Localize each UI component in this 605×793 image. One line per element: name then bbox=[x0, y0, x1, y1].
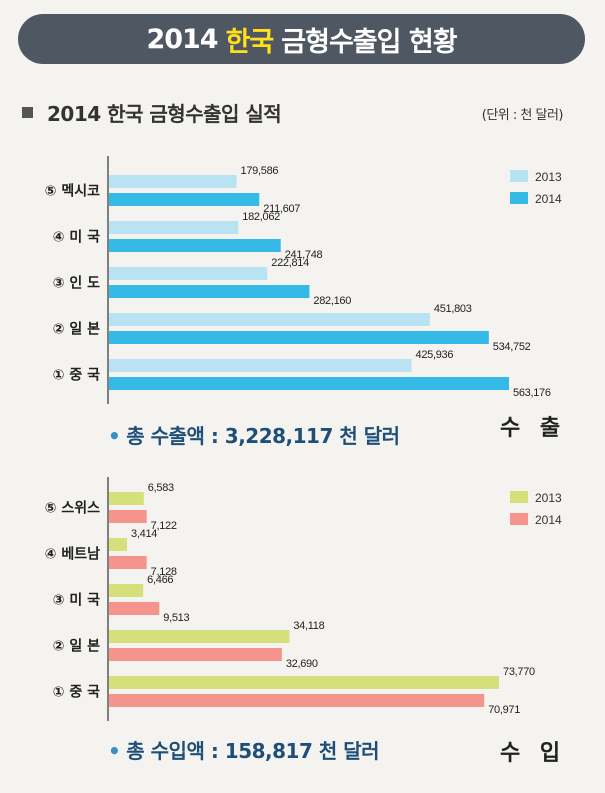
export-legend-label-2014: 2014 bbox=[535, 192, 562, 206]
import-category-label: ③ 미 국 bbox=[53, 593, 100, 609]
export-bar-2013 bbox=[109, 359, 412, 372]
export-bar-2013 bbox=[109, 221, 239, 234]
import-bar-2013 bbox=[109, 584, 144, 597]
square-bullet-icon bbox=[22, 107, 33, 118]
export-bar-2014 bbox=[109, 377, 509, 390]
export-value-label: 563,176 bbox=[513, 387, 551, 399]
export-legend-swatch-2013 bbox=[510, 170, 528, 182]
export-bar-2014 bbox=[109, 193, 260, 206]
import-bar-2014 bbox=[109, 602, 160, 615]
import-value-label: 34,118 bbox=[293, 620, 324, 632]
import-legend-label-2014: 2014 bbox=[535, 513, 562, 527]
export-value-label: 222,814 bbox=[271, 257, 309, 269]
import-value-label: 6,466 bbox=[147, 574, 173, 586]
import-value-label: 9,513 bbox=[163, 612, 189, 624]
title-highlight: 한국 bbox=[225, 26, 275, 58]
import-category-label: ⑤ 스위스 bbox=[45, 501, 100, 517]
title-rest: 금형수출입 현황 bbox=[281, 26, 457, 58]
export-legend-label-2013: 2013 bbox=[535, 170, 562, 184]
export-category-label: ① 중 국 bbox=[53, 368, 100, 384]
import-section-label: 수 입 bbox=[500, 741, 567, 766]
export-bar-2014 bbox=[109, 285, 310, 298]
import-value-label: 7,128 bbox=[151, 566, 177, 578]
export-total-text: 총 수출액 : 3,228,117 천 달러 bbox=[126, 424, 400, 448]
subtitle: 2014 한국 금형수출입 실적 bbox=[22, 98, 282, 127]
import-category-label: ④ 베트남 bbox=[45, 546, 100, 563]
export-legend-swatch-2014 bbox=[510, 192, 528, 204]
export-bar-2014 bbox=[109, 239, 281, 252]
import-bar-2013 bbox=[109, 630, 290, 643]
import-bar-2013 bbox=[109, 676, 499, 689]
export-category-label: ④ 미 국 bbox=[53, 230, 100, 246]
import-value-label: 6,583 bbox=[148, 482, 174, 494]
import-bar-2014 bbox=[109, 510, 147, 523]
import-total: • 총 수입액 : 158,817 천 달러 bbox=[108, 735, 380, 764]
bullet-icon: • bbox=[108, 424, 121, 448]
export-value-label: 211,607 bbox=[263, 203, 300, 215]
export-category-label: ⑤ 멕시코 bbox=[45, 183, 100, 200]
import-bar-2013 bbox=[109, 538, 128, 551]
import-value-label: 73,770 bbox=[503, 666, 535, 678]
import-bar-2014 bbox=[109, 556, 147, 569]
export-value-label: 241,748 bbox=[285, 249, 323, 261]
import-chart: 2013 2014 ⑤ 스위스 6,583 7,122 ④ 베트남 3,414 7,128 ③ … bbox=[45, 477, 562, 721]
import-total-text: 총 수입액 : 158,817 천 달러 bbox=[126, 739, 380, 763]
subtitle-text: 2014 한국 금형수출입 실적 bbox=[47, 102, 282, 126]
export-chart: 2013 2014 ⑤ 멕시코 179,586 211,607 ④ 미 국 182,062 2… bbox=[45, 156, 562, 404]
import-category-label: ② 일 본 bbox=[53, 639, 100, 655]
export-value-label: 534,752 bbox=[493, 341, 531, 353]
import-category-label: ① 중 국 bbox=[53, 685, 100, 701]
import-value-label: 32,690 bbox=[286, 658, 318, 670]
import-legend-swatch-2013 bbox=[510, 491, 528, 503]
import-value-label: 3,414 bbox=[131, 528, 157, 540]
export-value-label: 282,160 bbox=[313, 295, 351, 307]
export-bar-2013 bbox=[109, 267, 268, 280]
export-category-label: ③ 인 도 bbox=[53, 275, 100, 292]
export-value-label: 182,062 bbox=[242, 211, 280, 223]
export-bar-2013 bbox=[109, 175, 237, 188]
import-bar-2014 bbox=[109, 648, 282, 661]
export-category-label: ② 일 본 bbox=[53, 322, 100, 338]
import-value-label: 70,971 bbox=[488, 704, 520, 716]
export-value-label: 179,586 bbox=[241, 165, 279, 177]
title-year: 2014 bbox=[146, 23, 218, 55]
import-value-label: 7,122 bbox=[151, 520, 177, 532]
bullet-icon: • bbox=[108, 739, 121, 763]
unit-label: (단위 : 천 달러) bbox=[481, 108, 564, 123]
export-value-label: 451,803 bbox=[434, 303, 472, 315]
import-bar-2014 bbox=[109, 694, 485, 707]
export-value-label: 425,936 bbox=[416, 349, 454, 361]
import-legend-swatch-2014 bbox=[510, 513, 528, 525]
import-bar-2013 bbox=[109, 492, 144, 505]
export-bar-2013 bbox=[109, 313, 430, 326]
export-bar-2014 bbox=[109, 331, 489, 344]
import-legend-label-2013: 2013 bbox=[535, 491, 562, 505]
export-total: • 총 수출액 : 3,228,117 천 달러 bbox=[108, 420, 400, 449]
export-section-label: 수 출 bbox=[500, 416, 567, 441]
title-banner: 2014 한국 금형수출입 현황 bbox=[18, 14, 585, 64]
